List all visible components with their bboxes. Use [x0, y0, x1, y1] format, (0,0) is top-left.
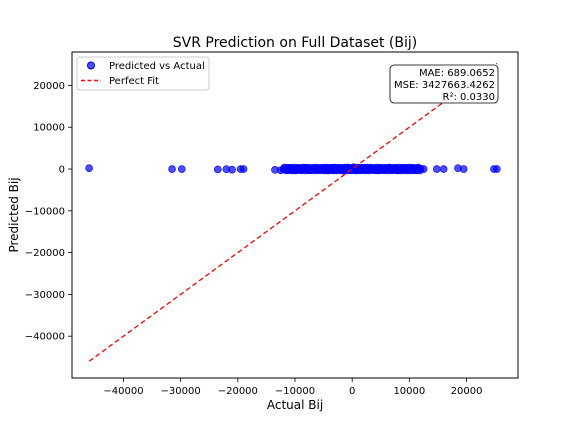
- scatter-point-7: [239, 165, 248, 173]
- metric-mae: MAE: 689.0652: [419, 68, 495, 79]
- scatter-point-5: [228, 165, 236, 174]
- y-tick-label-6: 20000: [33, 81, 65, 92]
- perfect-fit-line: [88, 62, 498, 362]
- x-tick-label-1: −30000: [161, 386, 201, 397]
- scatter-point-0: [85, 164, 93, 172]
- chart-title: SVR Prediction on Full Dataset (Bij): [173, 35, 418, 51]
- y-tick-label-2: −20000: [25, 248, 65, 259]
- metrics-annotation: MAE: 689.0652 MSE: 3427663.4262 R²: 0.03…: [389, 64, 499, 104]
- perfect-fit-line-layer: [88, 62, 498, 362]
- scatter-point-46: [433, 165, 441, 173]
- scatter-point-2: [177, 165, 186, 173]
- legend: Predicted vs Actual Perfect Fit: [76, 56, 210, 91]
- scatter-point-49: [459, 165, 468, 173]
- y-tick-label-5: 10000: [33, 123, 65, 134]
- legend-entry-perfect-fit: Perfect Fit: [109, 76, 159, 87]
- x-tick-label-6: 20000: [451, 386, 483, 397]
- y-axis-label: Predicted Bij: [7, 177, 21, 252]
- scatter-point-51: [493, 165, 501, 173]
- scatter-point-dense-159: [416, 165, 425, 173]
- scatter-point-47: [439, 165, 448, 173]
- metric-r2: R²: 0.0330: [443, 92, 496, 103]
- scatter-points: [85, 163, 501, 175]
- x-tick-label-0: −40000: [103, 386, 143, 397]
- y-tick-label-3: −10000: [25, 206, 65, 217]
- y-tick-label-0: −40000: [25, 332, 65, 343]
- legend-entry-predicted: Predicted vs Actual: [109, 61, 205, 72]
- metrics-box: [389, 64, 499, 104]
- x-tick-label-4: 0: [349, 386, 355, 397]
- y-axis: −40000 −30000 −20000 −10000 0 10000 20000: [25, 81, 72, 343]
- x-tick-label-2: −20000: [218, 386, 258, 397]
- x-tick-label-3: −10000: [275, 386, 315, 397]
- legend-scatter-marker: [87, 61, 95, 70]
- x-axis: −40000 −30000 −20000 −10000 0 10000 20000: [103, 378, 482, 397]
- scatter-point-1: [168, 165, 176, 173]
- x-tick-label-5: 10000: [393, 386, 425, 397]
- y-tick-label-1: −30000: [25, 290, 65, 301]
- x-axis-label: Actual Bij: [267, 398, 323, 412]
- y-tick-label-4: 0: [59, 165, 65, 176]
- legend-box: [76, 56, 210, 91]
- scatter-point-3: [214, 165, 222, 174]
- metric-mse: MSE: 3427663.4262: [394, 80, 495, 91]
